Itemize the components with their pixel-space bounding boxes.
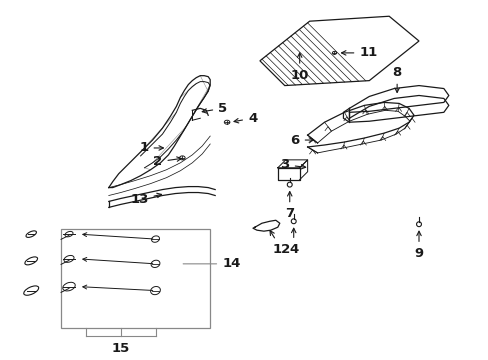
Text: 3: 3 — [280, 158, 305, 171]
Text: 15: 15 — [111, 342, 130, 355]
Text: 12: 12 — [269, 231, 290, 256]
Text: 5: 5 — [202, 102, 227, 115]
Text: 7: 7 — [285, 192, 294, 220]
Text: 9: 9 — [414, 231, 423, 260]
Text: 6: 6 — [290, 134, 313, 147]
Text: 8: 8 — [392, 66, 401, 93]
Text: 2: 2 — [153, 155, 181, 168]
Bar — [61, 229, 210, 328]
Text: 4: 4 — [288, 228, 298, 256]
Text: 4: 4 — [234, 112, 257, 125]
Text: 14: 14 — [183, 257, 240, 270]
Text: 10: 10 — [290, 53, 308, 82]
Text: 11: 11 — [341, 46, 377, 59]
Text: 1: 1 — [139, 141, 163, 154]
Text: 13: 13 — [130, 193, 161, 206]
